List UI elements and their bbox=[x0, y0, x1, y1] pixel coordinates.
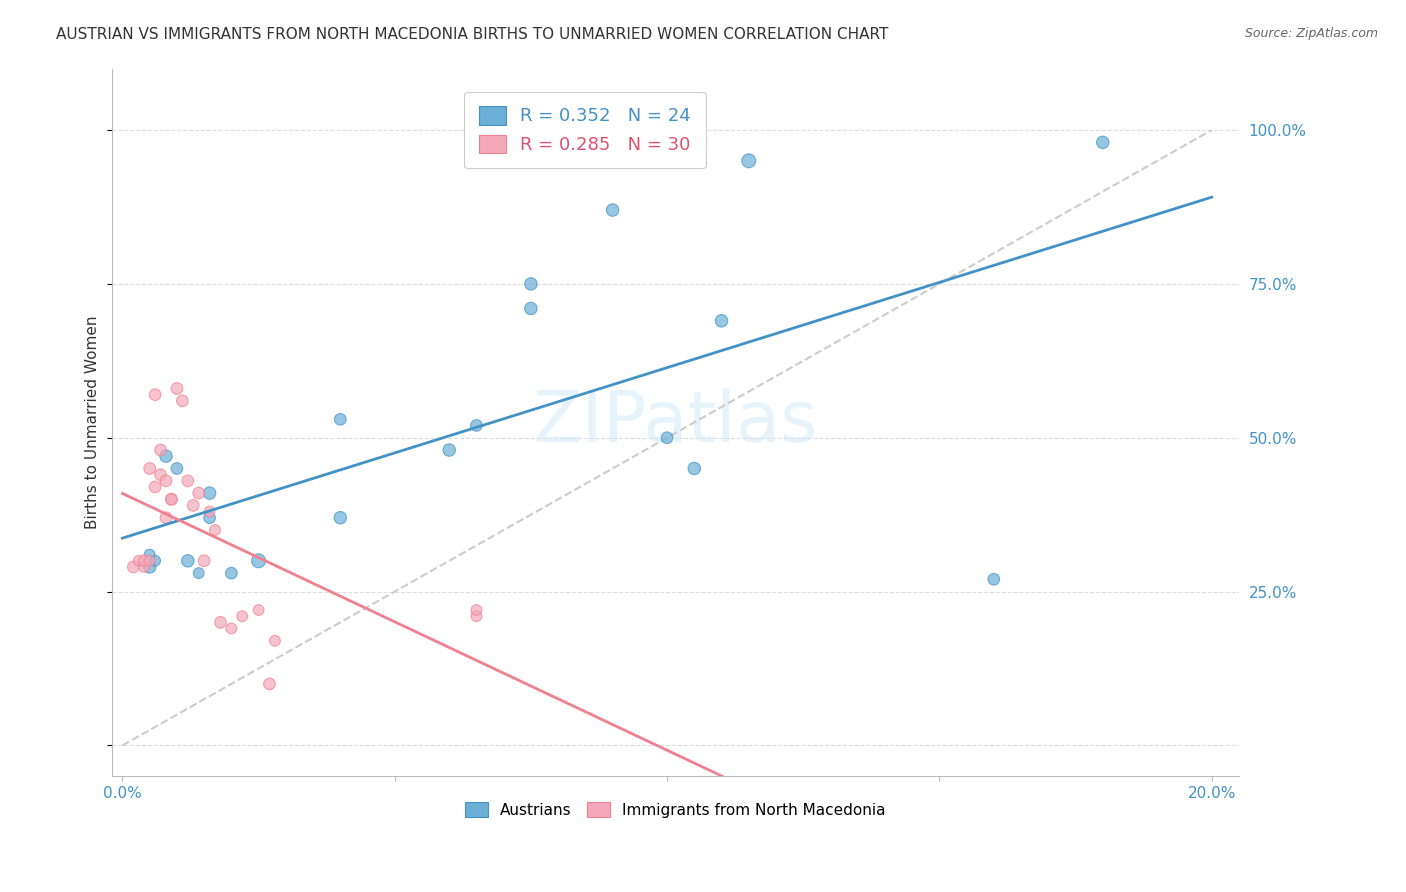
Point bbox=[983, 572, 1005, 586]
Point bbox=[198, 505, 221, 519]
Point bbox=[172, 393, 194, 408]
Point bbox=[122, 560, 145, 574]
Point bbox=[247, 554, 270, 568]
Text: AUSTRIAN VS IMMIGRANTS FROM NORTH MACEDONIA BIRTHS TO UNMARRIED WOMEN CORRELATIO: AUSTRIAN VS IMMIGRANTS FROM NORTH MACEDO… bbox=[56, 27, 889, 42]
Point bbox=[710, 314, 733, 328]
Point bbox=[221, 622, 243, 636]
Point bbox=[138, 461, 160, 475]
Point bbox=[198, 486, 221, 500]
Point bbox=[264, 633, 287, 648]
Point bbox=[149, 443, 172, 458]
Point bbox=[193, 554, 215, 568]
Point bbox=[187, 566, 209, 580]
Point bbox=[465, 609, 488, 624]
Point bbox=[155, 474, 177, 488]
Point bbox=[187, 486, 209, 500]
Point bbox=[231, 609, 253, 624]
Point bbox=[221, 566, 243, 580]
Point bbox=[655, 431, 678, 445]
Point bbox=[181, 499, 204, 513]
Point bbox=[329, 412, 352, 426]
Point bbox=[437, 443, 460, 458]
Point bbox=[143, 554, 166, 568]
Point bbox=[160, 492, 183, 507]
Point bbox=[155, 510, 177, 524]
Point bbox=[683, 461, 706, 475]
Point bbox=[1091, 136, 1114, 150]
Text: ZIPatlas: ZIPatlas bbox=[533, 388, 818, 457]
Point bbox=[177, 554, 200, 568]
Point bbox=[160, 492, 183, 507]
Point bbox=[138, 560, 160, 574]
Point bbox=[134, 560, 156, 574]
Point bbox=[209, 615, 232, 630]
Point bbox=[138, 548, 160, 562]
Point bbox=[166, 461, 188, 475]
Point bbox=[143, 480, 166, 494]
Point bbox=[134, 554, 156, 568]
Point bbox=[520, 277, 543, 291]
Point bbox=[143, 387, 166, 401]
Point bbox=[520, 301, 543, 316]
Point bbox=[204, 523, 226, 537]
Point bbox=[177, 474, 200, 488]
Y-axis label: Births to Unmarried Women: Births to Unmarried Women bbox=[86, 316, 100, 529]
Text: Source: ZipAtlas.com: Source: ZipAtlas.com bbox=[1244, 27, 1378, 40]
Point bbox=[149, 467, 172, 482]
Legend: Austrians, Immigrants from North Macedonia: Austrians, Immigrants from North Macedon… bbox=[457, 794, 893, 825]
Point bbox=[259, 677, 281, 691]
Point bbox=[247, 603, 270, 617]
Point bbox=[738, 153, 761, 168]
Point bbox=[128, 554, 150, 568]
Point bbox=[155, 449, 177, 463]
Point bbox=[198, 510, 221, 524]
Point bbox=[138, 554, 160, 568]
Point bbox=[602, 202, 624, 217]
Point bbox=[166, 382, 188, 396]
Point bbox=[465, 603, 488, 617]
Point bbox=[465, 418, 488, 433]
Point bbox=[329, 510, 352, 524]
